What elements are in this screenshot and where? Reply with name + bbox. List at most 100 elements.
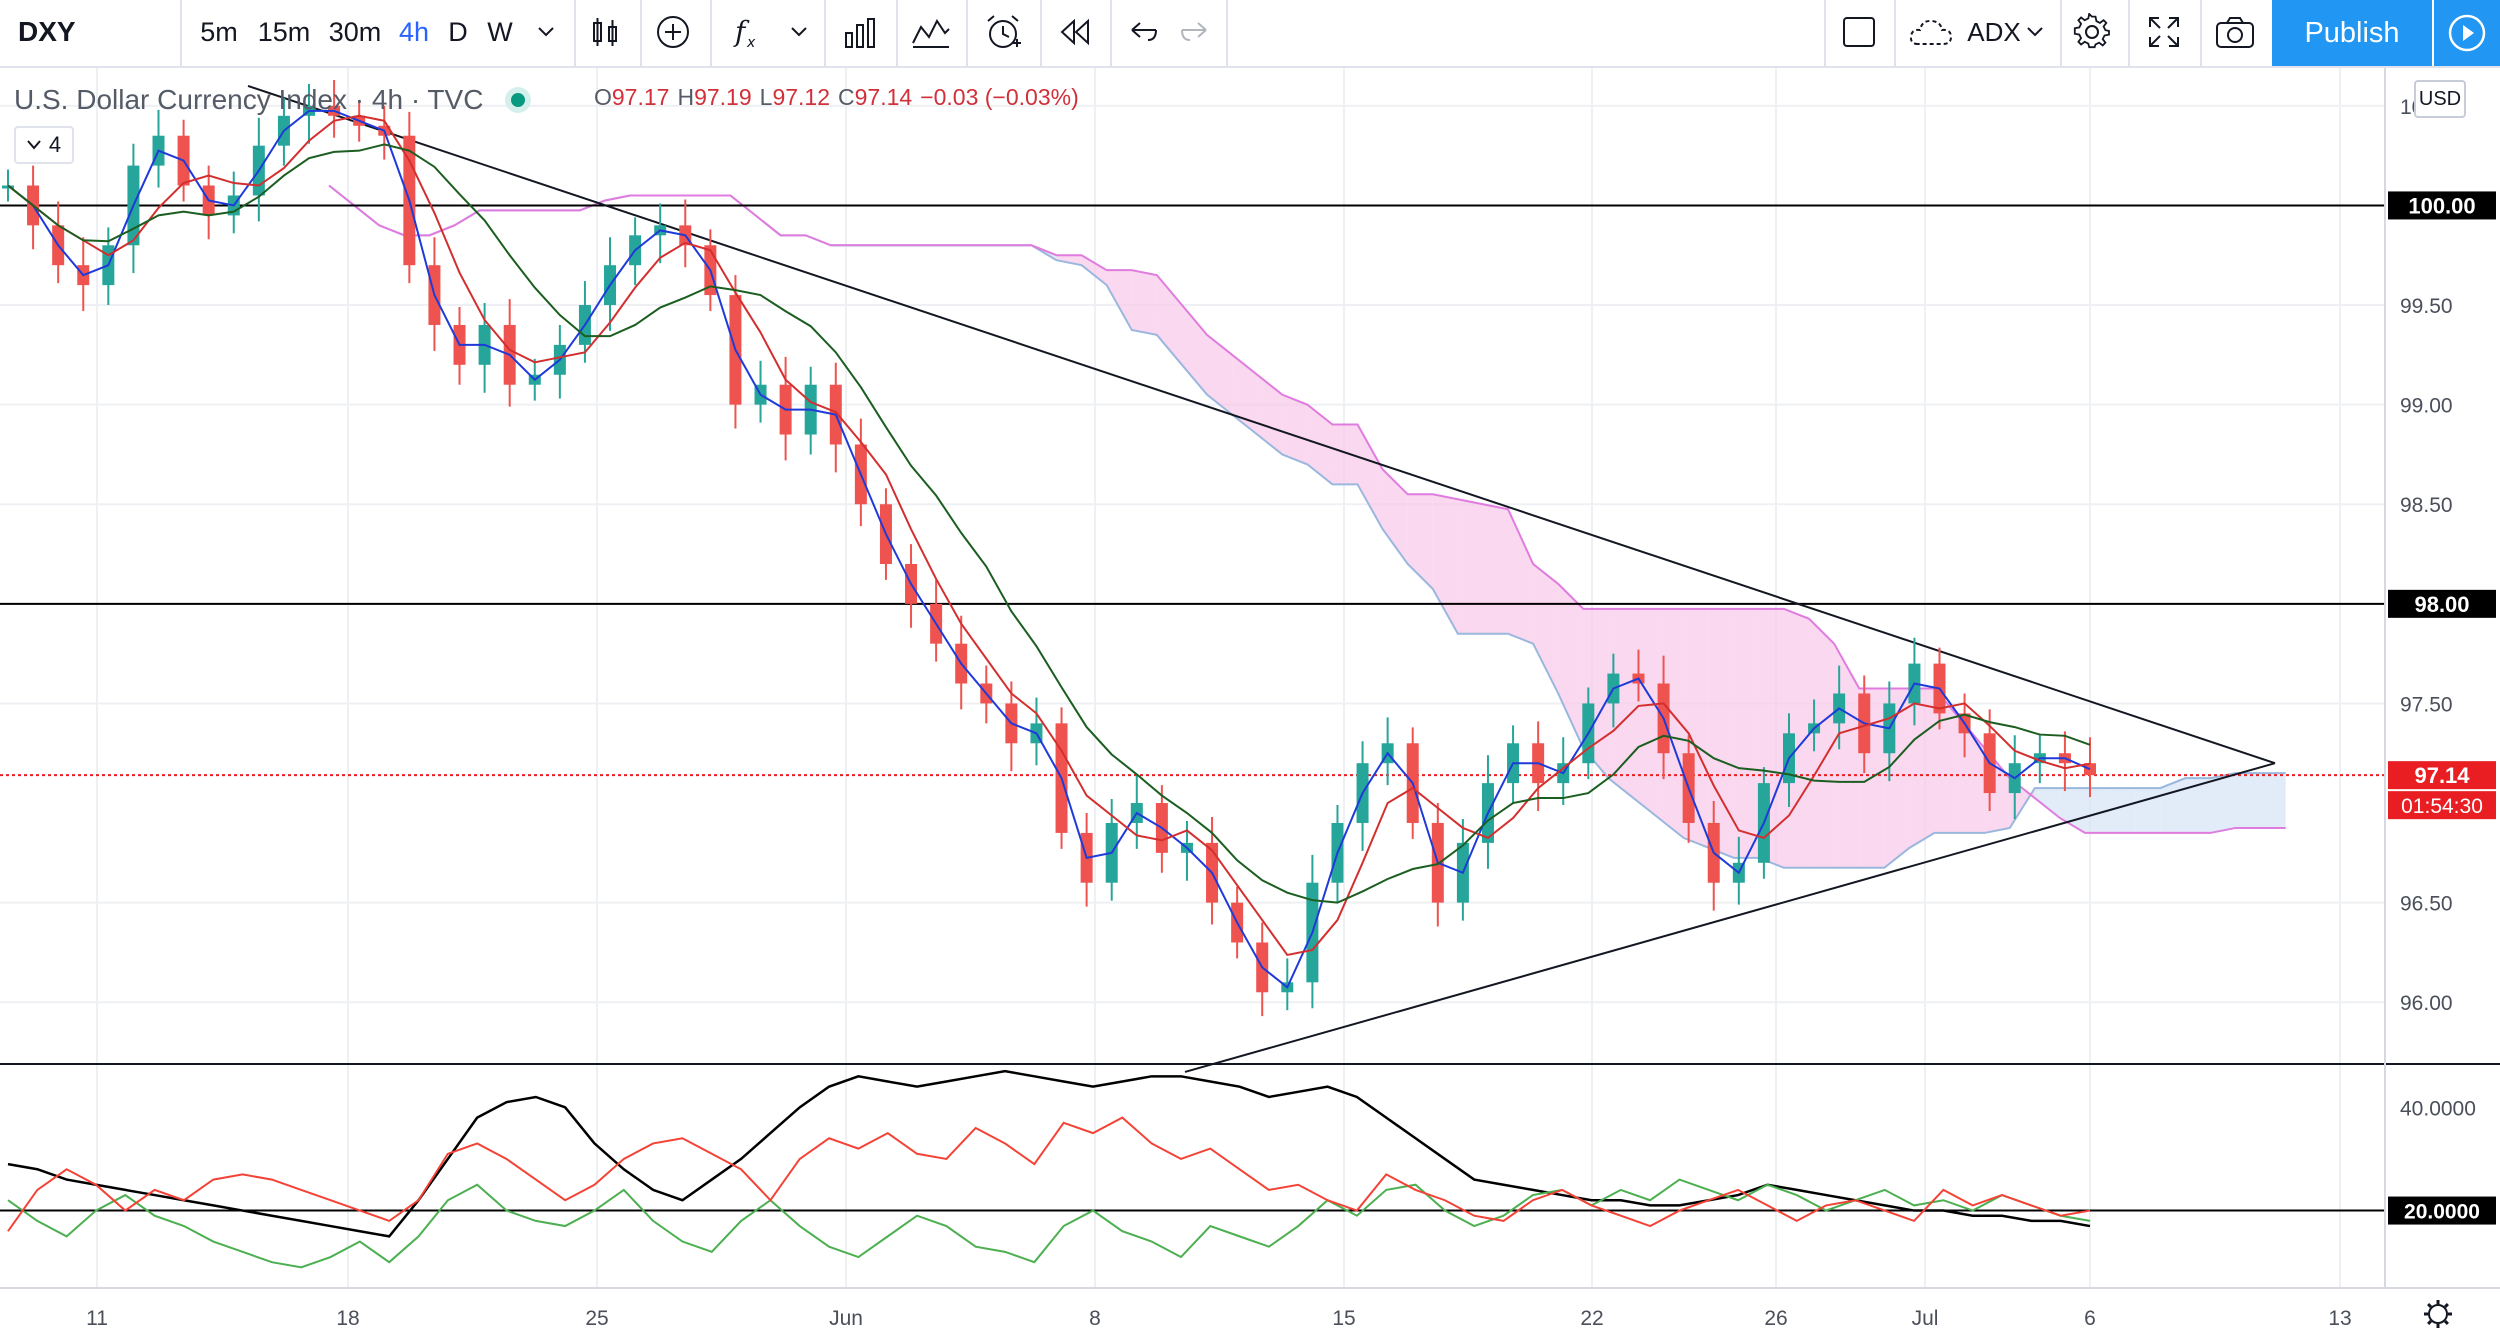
price-tick-label: 96.00 (2400, 992, 2453, 1015)
symbol-search[interactable]: DXY (18, 16, 76, 47)
chevron-down-icon[interactable] (2020, 0, 2050, 64)
time-tick-label: 6 (2084, 1307, 2096, 1330)
close-value: 97.14 (854, 84, 913, 110)
chart-settings-icon[interactable] (2424, 1300, 2452, 1328)
cloud-segment (1056, 255, 1082, 266)
adx-level-label: 20.0000 (2404, 1201, 2480, 1224)
cloud-segment (1733, 608, 1759, 858)
trendlines (247, 84, 2276, 1073)
candle (478, 303, 491, 393)
price-tick-label: 96.50 (2400, 893, 2453, 916)
indicators-collapse-button[interactable]: 4 (14, 126, 74, 164)
undo-icon[interactable] (1120, 0, 1166, 64)
level-tag (2388, 191, 2496, 220)
layout-icon[interactable] (1834, 0, 1884, 64)
candle (754, 360, 767, 423)
status-dot (511, 93, 526, 107)
tf-15m[interactable]: 15m (257, 16, 311, 47)
ohlc-values: O97.17 H97.19 L97.12 C97.14 −0.03 (−0.03… (594, 84, 1079, 111)
adx-series-line (7, 1116, 2091, 1232)
time-tick-label: 26 (1764, 1307, 1787, 1330)
gear-tooth (2427, 1303, 2432, 1308)
alert-icon[interactable] (976, 0, 1030, 64)
candle (27, 165, 40, 250)
candle-body (2, 185, 14, 189)
tf-30m[interactable]: 30m (328, 16, 382, 47)
gear-ring (2428, 1304, 2448, 1324)
cloud-segment (1608, 608, 1634, 799)
price-tick-label: 97.50 (2400, 693, 2453, 716)
currency-button[interactable]: USD (2414, 80, 2466, 118)
candle (403, 111, 416, 284)
price-tick-label: 99.50 (2400, 295, 2453, 318)
chart-grid (0, 66, 2385, 1288)
templates-icon[interactable] (904, 0, 958, 64)
horizontal-lines (0, 204, 2385, 777)
cloud-segment (1382, 469, 1408, 564)
candle (578, 281, 591, 363)
level-label: 100.00 (2408, 193, 2475, 218)
cloud-segment (1909, 688, 1935, 848)
screenshot-icon[interactable] (2208, 0, 2262, 64)
cloud-segment (1232, 354, 1258, 435)
chevron-down-icon[interactable] (784, 0, 814, 64)
last-price-label: 97.14 (2414, 763, 2470, 788)
settings-icon[interactable] (2066, 0, 2118, 64)
publish-button[interactable]: Publish (2272, 0, 2432, 66)
cloud-icon[interactable] (1904, 0, 1958, 64)
cloud-segment (2235, 773, 2261, 828)
cloud-segment (1633, 608, 1659, 818)
ichimoku-cloud (328, 184, 2286, 869)
adx-series-line (7, 1178, 2091, 1269)
cloud-segment (2260, 773, 2286, 828)
chevron-down-icon[interactable] (530, 0, 562, 64)
cloud-segment (2160, 778, 2186, 833)
indicator-template-label[interactable]: ADX (1967, 16, 2021, 47)
tf-4h[interactable]: 4h (398, 16, 430, 47)
candle (2, 169, 14, 202)
cloud-segment (1131, 270, 1157, 335)
candles-icon[interactable] (580, 0, 630, 64)
tf-5m[interactable]: 5m (200, 16, 238, 47)
cloud-segment (1106, 270, 1132, 330)
cloud-segment (2084, 788, 2111, 833)
tf-d[interactable]: D (448, 16, 468, 47)
moving-averages (7, 109, 2091, 989)
tf-w[interactable]: W (487, 16, 513, 47)
cloud-segment (2034, 788, 2060, 818)
level-tag (2388, 589, 2496, 618)
symbol-title[interactable]: U.S. Dollar Currency Index · 4h · TVC (14, 84, 484, 115)
moving-average-line (7, 109, 2091, 989)
time-tick-label: Jun (829, 1307, 863, 1330)
countdown-label: 01:54:30 (2401, 795, 2483, 818)
high-value: 97.19 (694, 84, 752, 110)
cloud-segment (2135, 788, 2161, 833)
cloud-segment (1457, 499, 1483, 634)
time-tick-label: 22 (1580, 1307, 1603, 1330)
cloud-segment (1282, 394, 1308, 465)
candle (1005, 681, 1018, 772)
change-value: −0.03 (−0.03%) (920, 84, 1079, 110)
add-compare-icon[interactable] (646, 0, 700, 64)
candle (152, 109, 165, 188)
candle (2058, 731, 2071, 792)
time-tick-label: 13 (2328, 1307, 2351, 1330)
countdown-tag (2388, 791, 2496, 820)
cloud-segment (1934, 688, 1960, 833)
axes: 100.50100.0099.5099.0098.5098.0097.5097.… (0, 66, 2500, 1330)
redo-icon[interactable] (1172, 0, 1218, 64)
gear-tooth (2427, 1320, 2432, 1325)
play-icon[interactable] (2434, 0, 2500, 66)
candle (127, 143, 140, 274)
svg-text:x: x (746, 35, 756, 50)
fullscreen-icon[interactable] (2138, 0, 2190, 64)
replay-icon[interactable] (1050, 0, 1100, 64)
adx-tick-label: 40.0000 (2400, 1097, 2476, 1120)
price-tick-label: 98.50 (2400, 494, 2453, 517)
low-value: 97.12 (772, 84, 830, 110)
financials-icon[interactable] (834, 0, 886, 64)
cloud-segment (1508, 509, 1534, 644)
adx-pane (0, 1063, 2500, 1269)
